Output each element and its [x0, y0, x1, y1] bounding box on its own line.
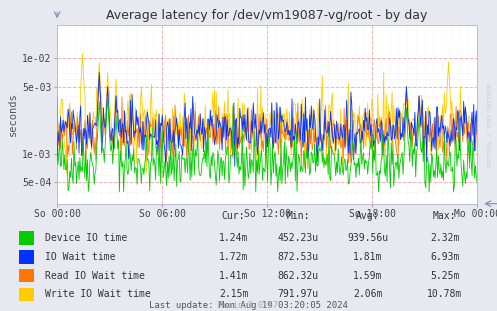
Text: IO Wait time: IO Wait time: [45, 252, 115, 262]
Bar: [19, 269, 34, 282]
Text: Write IO Wait time: Write IO Wait time: [45, 289, 151, 299]
Title: Average latency for /dev/vm19087-vg/root - by day: Average latency for /dev/vm19087-vg/root…: [106, 9, 428, 22]
Text: 1.81m: 1.81m: [353, 252, 383, 262]
Text: 6.93m: 6.93m: [430, 252, 460, 262]
Bar: [19, 250, 34, 264]
Text: 862.32u: 862.32u: [278, 271, 319, 281]
Text: Avg:: Avg:: [356, 211, 380, 221]
Bar: [19, 288, 34, 301]
Text: 1.59m: 1.59m: [353, 271, 383, 281]
Text: 10.78m: 10.78m: [427, 289, 462, 299]
Text: 2.15m: 2.15m: [219, 289, 248, 299]
Text: 452.23u: 452.23u: [278, 233, 319, 243]
Text: 1.24m: 1.24m: [219, 233, 248, 243]
Text: Munin 2.0.57: Munin 2.0.57: [219, 301, 278, 310]
Text: 1.41m: 1.41m: [219, 271, 248, 281]
Text: 2.32m: 2.32m: [430, 233, 460, 243]
Bar: [19, 231, 34, 245]
Text: 2.06m: 2.06m: [353, 289, 383, 299]
Text: Max:: Max:: [433, 211, 457, 221]
Text: Read IO Wait time: Read IO Wait time: [45, 271, 145, 281]
Y-axis label: seconds: seconds: [8, 92, 18, 136]
Text: Cur:: Cur:: [222, 211, 246, 221]
Text: Device IO time: Device IO time: [45, 233, 127, 243]
Text: 939.56u: 939.56u: [347, 233, 388, 243]
Text: 5.25m: 5.25m: [430, 271, 460, 281]
Text: 1.72m: 1.72m: [219, 252, 248, 262]
Text: RRDTOOL / TOBI OETIKER: RRDTOOL / TOBI OETIKER: [487, 83, 492, 166]
Text: 872.53u: 872.53u: [278, 252, 319, 262]
Text: 791.97u: 791.97u: [278, 289, 319, 299]
Text: Last update: Mon Aug 19 03:20:05 2024: Last update: Mon Aug 19 03:20:05 2024: [149, 301, 348, 310]
Text: Min:: Min:: [286, 211, 310, 221]
